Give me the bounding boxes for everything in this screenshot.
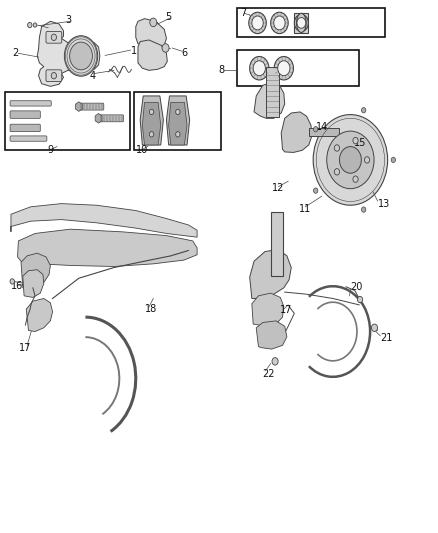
Circle shape xyxy=(176,132,180,137)
Circle shape xyxy=(253,61,265,76)
Polygon shape xyxy=(254,83,285,118)
FancyBboxPatch shape xyxy=(46,70,62,82)
Circle shape xyxy=(150,18,157,27)
Circle shape xyxy=(51,72,57,79)
Bar xyxy=(271,212,283,276)
Circle shape xyxy=(334,168,339,175)
Polygon shape xyxy=(11,204,197,237)
Text: 15: 15 xyxy=(354,138,366,148)
Polygon shape xyxy=(136,19,166,48)
Circle shape xyxy=(10,279,14,284)
Bar xyxy=(294,13,308,33)
Text: 6: 6 xyxy=(182,49,188,58)
Text: 12: 12 xyxy=(272,183,284,192)
Circle shape xyxy=(361,108,366,113)
Polygon shape xyxy=(138,40,167,70)
Polygon shape xyxy=(37,21,100,86)
Text: 17: 17 xyxy=(280,305,293,315)
Circle shape xyxy=(272,358,278,365)
Text: 10: 10 xyxy=(136,146,148,155)
Circle shape xyxy=(149,109,154,115)
Circle shape xyxy=(314,126,318,132)
FancyBboxPatch shape xyxy=(78,103,104,110)
Circle shape xyxy=(391,157,396,163)
Text: 11: 11 xyxy=(299,205,311,214)
Circle shape xyxy=(364,157,370,163)
Text: 3: 3 xyxy=(66,15,72,25)
Circle shape xyxy=(28,22,32,28)
Text: 17: 17 xyxy=(19,343,32,352)
FancyBboxPatch shape xyxy=(98,115,124,122)
Circle shape xyxy=(294,14,308,31)
Circle shape xyxy=(33,23,37,27)
Circle shape xyxy=(149,132,154,137)
Circle shape xyxy=(249,12,266,34)
Circle shape xyxy=(313,115,388,205)
Text: 16: 16 xyxy=(11,281,23,290)
Text: 4: 4 xyxy=(90,71,96,81)
FancyBboxPatch shape xyxy=(10,136,47,141)
Circle shape xyxy=(353,138,358,144)
Circle shape xyxy=(250,56,269,80)
Text: 8: 8 xyxy=(218,66,224,75)
Polygon shape xyxy=(18,229,197,266)
Text: 21: 21 xyxy=(380,333,392,343)
Circle shape xyxy=(371,324,378,332)
Ellipse shape xyxy=(297,13,306,33)
Polygon shape xyxy=(21,253,50,289)
Text: 9: 9 xyxy=(47,146,53,155)
Circle shape xyxy=(297,18,306,28)
FancyBboxPatch shape xyxy=(46,31,62,43)
Circle shape xyxy=(274,16,285,30)
Circle shape xyxy=(361,207,366,212)
Circle shape xyxy=(327,131,374,189)
FancyBboxPatch shape xyxy=(10,111,40,118)
Circle shape xyxy=(162,44,169,52)
Bar xyxy=(309,128,339,136)
Circle shape xyxy=(334,145,339,151)
Circle shape xyxy=(357,296,363,303)
Polygon shape xyxy=(75,102,82,111)
Bar xyxy=(237,50,359,86)
Text: 20: 20 xyxy=(350,282,363,292)
Text: 22: 22 xyxy=(262,369,275,379)
Polygon shape xyxy=(256,321,287,349)
Polygon shape xyxy=(23,270,44,297)
Polygon shape xyxy=(169,102,187,145)
Bar xyxy=(134,92,221,150)
Bar xyxy=(237,8,385,37)
Circle shape xyxy=(51,34,57,41)
Circle shape xyxy=(278,61,290,76)
FancyBboxPatch shape xyxy=(10,124,40,132)
Text: 2: 2 xyxy=(12,49,18,58)
Polygon shape xyxy=(281,112,312,152)
FancyBboxPatch shape xyxy=(10,101,51,106)
Text: 14: 14 xyxy=(316,122,328,132)
Circle shape xyxy=(252,16,263,30)
Text: 1: 1 xyxy=(131,46,138,55)
Polygon shape xyxy=(250,249,291,298)
Polygon shape xyxy=(95,114,102,123)
Circle shape xyxy=(314,188,318,193)
Circle shape xyxy=(271,12,288,34)
Circle shape xyxy=(64,36,98,76)
Circle shape xyxy=(274,56,293,80)
Text: 13: 13 xyxy=(378,199,390,208)
Polygon shape xyxy=(26,298,53,332)
Circle shape xyxy=(339,147,361,173)
Polygon shape xyxy=(166,96,190,145)
Circle shape xyxy=(70,42,92,70)
Text: 18: 18 xyxy=(145,304,157,314)
Polygon shape xyxy=(140,96,163,145)
Polygon shape xyxy=(252,293,284,326)
Circle shape xyxy=(353,176,358,182)
Polygon shape xyxy=(142,102,161,145)
Bar xyxy=(5,92,130,150)
Bar xyxy=(266,67,279,117)
Circle shape xyxy=(176,109,180,115)
Text: 5: 5 xyxy=(166,12,172,22)
Text: 7: 7 xyxy=(240,9,246,18)
